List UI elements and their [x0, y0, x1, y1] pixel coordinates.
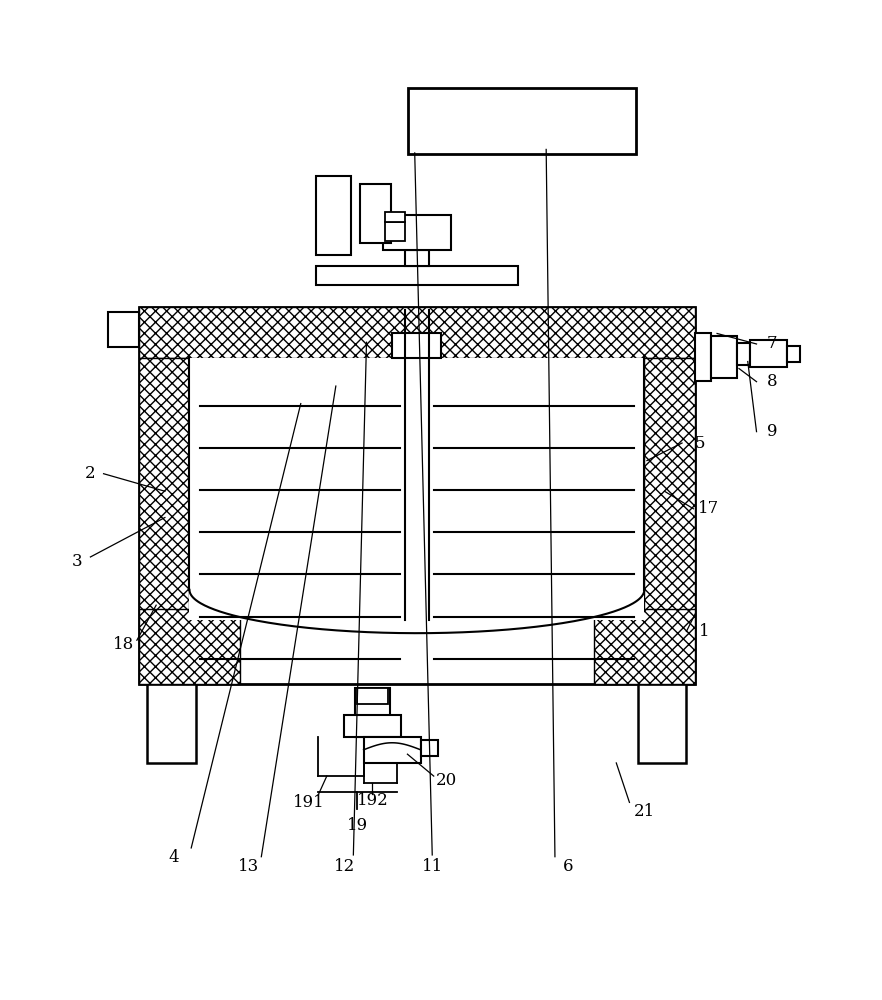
Bar: [392, 333, 441, 358]
Text: 4: 4: [168, 849, 179, 866]
Text: 12: 12: [334, 858, 355, 875]
Bar: [405, 250, 430, 266]
Bar: [138, 307, 695, 358]
Bar: [108, 312, 138, 347]
Text: 5: 5: [694, 435, 705, 452]
Bar: [751, 340, 788, 367]
Bar: [594, 609, 695, 684]
Text: 20: 20: [437, 772, 458, 789]
Bar: [356, 688, 388, 704]
Bar: [363, 737, 421, 763]
Bar: [695, 333, 711, 381]
Bar: [383, 215, 452, 250]
Text: 7: 7: [767, 335, 778, 352]
Bar: [385, 212, 405, 222]
Bar: [316, 176, 351, 255]
Bar: [385, 222, 405, 241]
Bar: [408, 88, 636, 154]
Bar: [147, 684, 196, 763]
Text: 21: 21: [633, 803, 655, 820]
Text: 1: 1: [699, 623, 709, 640]
Text: 192: 192: [356, 792, 388, 809]
Bar: [138, 358, 190, 684]
Bar: [355, 688, 390, 737]
Text: 13: 13: [237, 858, 258, 875]
Text: 18: 18: [113, 636, 134, 653]
Text: 9: 9: [767, 423, 778, 440]
Text: 2: 2: [85, 465, 96, 482]
Bar: [360, 184, 391, 243]
Bar: [138, 307, 695, 684]
Bar: [711, 336, 737, 378]
Text: 191: 191: [294, 794, 325, 811]
Bar: [788, 346, 800, 362]
Text: 3: 3: [72, 553, 83, 570]
Text: 19: 19: [347, 817, 368, 834]
Bar: [645, 358, 695, 684]
Text: 6: 6: [563, 858, 573, 875]
Text: 8: 8: [767, 373, 778, 390]
Bar: [138, 609, 240, 684]
Bar: [737, 343, 751, 365]
Bar: [639, 684, 686, 763]
Bar: [344, 715, 401, 737]
Bar: [421, 740, 438, 756]
Text: 11: 11: [422, 858, 443, 875]
Bar: [190, 358, 645, 620]
Text: 17: 17: [698, 500, 719, 517]
Bar: [316, 266, 518, 285]
